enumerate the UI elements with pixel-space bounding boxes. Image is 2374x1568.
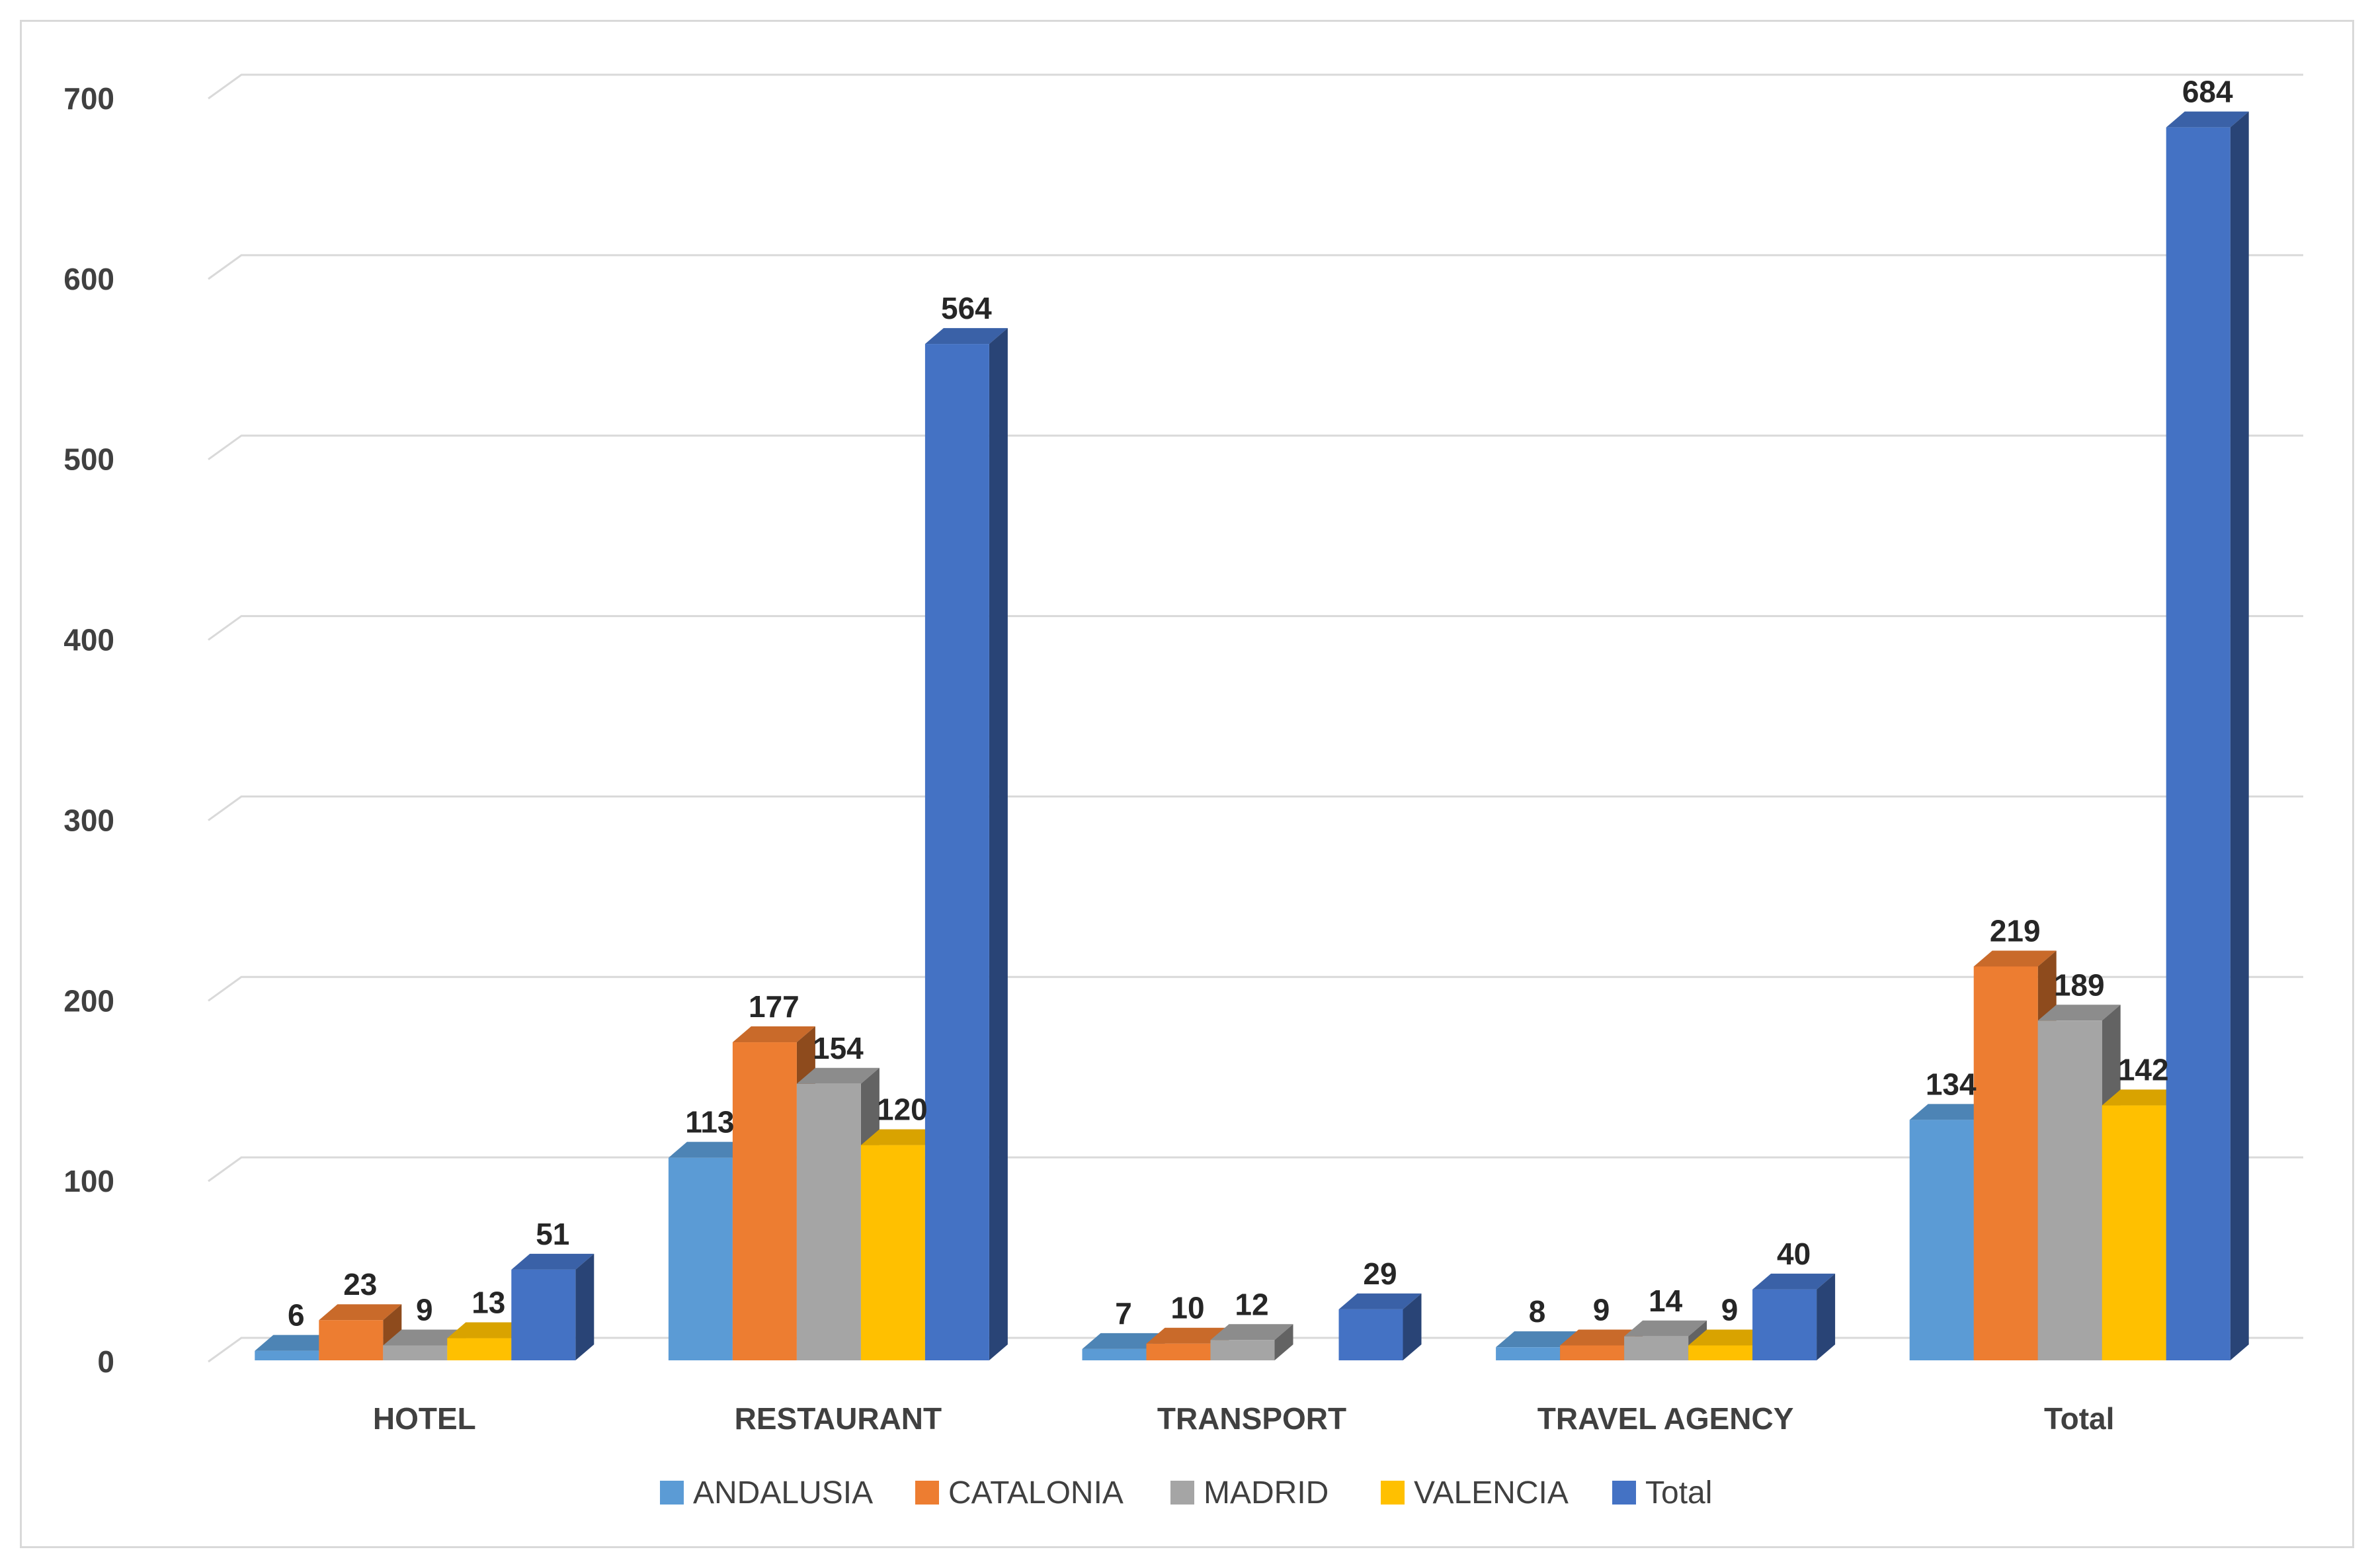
data-label-valencia-travel-agency: 9 bbox=[1721, 1292, 1739, 1327]
legend-label-andalusia: ANDALUSIA bbox=[693, 1475, 873, 1510]
bar-andalusia-travel-agency bbox=[1496, 1331, 1579, 1360]
data-label-valencia-hotel: 13 bbox=[471, 1286, 505, 1320]
legend-swatch-total bbox=[1612, 1481, 1636, 1505]
legend-label-catalonia: CATALONIA bbox=[948, 1475, 1124, 1510]
legend-item-valencia: VALENCIA bbox=[1381, 1475, 1569, 1510]
legend-swatch-catalonia bbox=[915, 1481, 939, 1505]
legend-swatch-valencia bbox=[1381, 1481, 1405, 1505]
data-label-total-hotel: 51 bbox=[536, 1217, 569, 1251]
legend-swatch-madrid bbox=[1170, 1481, 1194, 1505]
data-label-valencia-restaurant: 120 bbox=[877, 1093, 928, 1127]
x-category-label-transport: TRANSPORT bbox=[1157, 1401, 1346, 1436]
data-label-madrid-total: 189 bbox=[2054, 968, 2105, 1002]
data-label-catalonia-travel-agency: 9 bbox=[1593, 1292, 1610, 1327]
data-label-andalusia-total: 134 bbox=[1926, 1067, 1977, 1101]
gridline-100 bbox=[208, 1156, 2303, 1182]
y-axis-ticks: 0 100 200 300 400 500 600 700 bbox=[63, 81, 114, 1379]
chart-frame: 0 100 200 300 400 500 600 700 6 23 9 13 51 113 177 154… bbox=[20, 20, 2354, 1548]
data-label-total-restaurant: 564 bbox=[941, 291, 992, 325]
y-tick-label-200: 200 bbox=[63, 983, 114, 1018]
bar-catalonia-travel-agency bbox=[1560, 1329, 1643, 1360]
y-tick-label-400: 400 bbox=[63, 623, 114, 657]
gridline-600 bbox=[208, 254, 2303, 280]
legend-item-andalusia: ANDALUSIA bbox=[660, 1475, 873, 1510]
data-labels: 6 23 9 13 51 113 177 154 120 564 7 10 12 29 8 9 14 9 40 134… bbox=[288, 75, 2233, 1333]
x-category-label-total: Total bbox=[2044, 1401, 2114, 1436]
grid-layer bbox=[208, 73, 2303, 1363]
gridline-300 bbox=[208, 795, 2303, 821]
legend-label-madrid: MADRID bbox=[1204, 1475, 1329, 1510]
x-axis-categories: HOTEL RESTAURANT TRANSPORT TRAVEL AGENCY Tot… bbox=[373, 1401, 2115, 1436]
data-label-catalonia-hotel: 23 bbox=[343, 1267, 377, 1301]
data-label-total-travel-agency: 40 bbox=[1777, 1237, 1811, 1271]
data-label-andalusia-hotel: 6 bbox=[288, 1298, 305, 1333]
bar-total-restaurant bbox=[924, 328, 1008, 1361]
bar-total-total bbox=[2166, 111, 2249, 1361]
data-label-andalusia-transport: 7 bbox=[1115, 1296, 1132, 1331]
data-label-madrid-transport: 12 bbox=[1235, 1287, 1268, 1321]
data-label-catalonia-total: 219 bbox=[1990, 913, 2041, 948]
legend-item-madrid: MADRID bbox=[1170, 1475, 1329, 1510]
data-label-total-total: 684 bbox=[2182, 75, 2233, 109]
bar-total-hotel bbox=[511, 1253, 594, 1360]
legend-label-valencia: VALENCIA bbox=[1414, 1475, 1569, 1510]
y-tick-label-700: 700 bbox=[63, 81, 114, 116]
gridline-400 bbox=[208, 615, 2303, 641]
y-tick-label-500: 500 bbox=[63, 442, 114, 477]
legend-swatch-andalusia bbox=[660, 1481, 684, 1505]
bar-total-travel-agency bbox=[1752, 1273, 1836, 1360]
gridline-500 bbox=[208, 434, 2303, 460]
x-category-label-restaurant: RESTAURANT bbox=[735, 1401, 942, 1436]
chart-svg: 0 100 200 300 400 500 600 700 6 23 9 13 51 113 177 154… bbox=[63, 73, 2303, 1510]
bar-layer bbox=[255, 111, 2249, 1361]
data-label-catalonia-transport: 10 bbox=[1170, 1291, 1204, 1325]
y-tick-label-0: 0 bbox=[97, 1344, 114, 1379]
bar-catalonia-hotel bbox=[319, 1304, 402, 1360]
y-tick-label-300: 300 bbox=[63, 803, 114, 837]
data-label-madrid-restaurant: 154 bbox=[813, 1031, 864, 1065]
bar-madrid-transport bbox=[1210, 1324, 1293, 1360]
x-category-label-hotel: HOTEL bbox=[373, 1401, 476, 1436]
data-label-catalonia-restaurant: 177 bbox=[749, 989, 799, 1024]
legend-label-total: Total bbox=[1645, 1475, 1712, 1510]
data-label-total-transport: 29 bbox=[1363, 1257, 1397, 1291]
y-tick-label-100: 100 bbox=[63, 1164, 114, 1198]
data-label-andalusia-restaurant: 113 bbox=[685, 1105, 734, 1139]
legend: ANDALUSIA CATALONIA MADRID VALENCIA Total bbox=[660, 1475, 1712, 1510]
data-label-madrid-hotel: 9 bbox=[416, 1292, 433, 1327]
y-tick-label-600: 600 bbox=[63, 262, 114, 296]
legend-item-total: Total bbox=[1612, 1475, 1712, 1510]
bar-total-transport bbox=[1338, 1293, 1422, 1360]
data-label-madrid-travel-agency: 14 bbox=[1649, 1284, 1683, 1318]
x-category-label-travel-agency: TRAVEL AGENCY bbox=[1537, 1401, 1794, 1436]
gridline-700 bbox=[208, 73, 2303, 100]
data-label-andalusia-travel-agency: 8 bbox=[1529, 1294, 1546, 1329]
gridline-200 bbox=[208, 975, 2303, 1002]
legend-item-catalonia: CATALONIA bbox=[915, 1475, 1124, 1510]
data-label-valencia-total: 142 bbox=[2118, 1053, 2169, 1087]
